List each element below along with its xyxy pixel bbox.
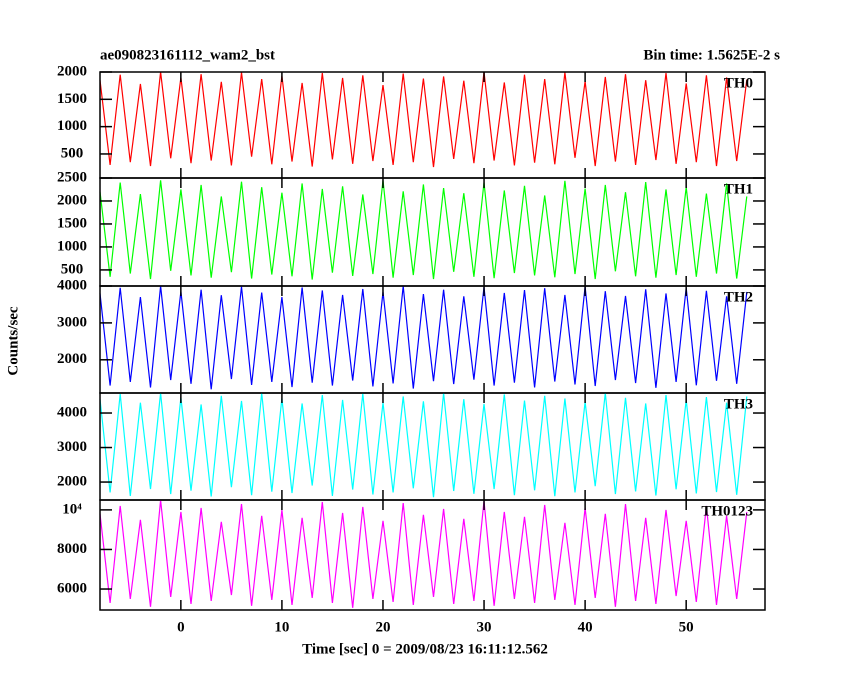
- y-tick-label: 500: [61, 261, 84, 277]
- x-tick-label: 40: [578, 619, 593, 635]
- y-tick-label: 8000: [57, 541, 87, 557]
- y-tick-label: 3000: [57, 439, 87, 455]
- bin-time: Bin time: 1.5625E-2 s: [643, 47, 780, 63]
- y-tick-label: 10⁴: [62, 501, 82, 517]
- chart-title: ae090823161112_wam2_bst: [100, 47, 275, 63]
- series-label: TH3: [724, 396, 753, 412]
- light-curve: [99, 499, 748, 608]
- y-tick-label: 1500: [57, 215, 87, 231]
- x-tick-label: 50: [679, 619, 694, 635]
- light-curve: [99, 180, 748, 280]
- y-tick-label: 6000: [57, 580, 87, 596]
- series-label: TH2: [724, 289, 753, 305]
- y-tick-label: 4000: [57, 404, 87, 420]
- x-tick-label: 10: [274, 619, 289, 635]
- x-axis-label: Time [sec] 0 = 2009/08/23 16:11:12.562: [302, 641, 548, 657]
- x-tick-label: 20: [375, 619, 390, 635]
- panel-frame: [99, 499, 766, 611]
- y-tick-label: 2000: [57, 63, 87, 79]
- y-tick-label: 4000: [57, 277, 87, 293]
- y-tick-label: 2000: [57, 351, 87, 367]
- y-tick-label: 3000: [57, 314, 87, 330]
- y-tick-label: 2000: [57, 473, 87, 489]
- y-tick-label: 1000: [57, 118, 87, 134]
- series-label: TH0123: [701, 503, 753, 519]
- y-tick-label: 500: [61, 145, 84, 161]
- series-label: TH1: [724, 181, 753, 197]
- y-tick-label: 2500: [57, 169, 87, 185]
- series-label: TH0: [724, 75, 753, 91]
- y-tick-label: 1500: [57, 91, 87, 107]
- x-tick-label: 0: [177, 619, 185, 635]
- light-curve: [99, 285, 748, 390]
- x-tick-label: 30: [477, 619, 492, 635]
- light-curve: [99, 392, 748, 498]
- y-tick-label: 1000: [57, 238, 87, 254]
- y-tick-label: 2000: [57, 192, 87, 208]
- light-curve: [99, 71, 748, 168]
- y-axis-label: Counts/sec: [5, 306, 21, 376]
